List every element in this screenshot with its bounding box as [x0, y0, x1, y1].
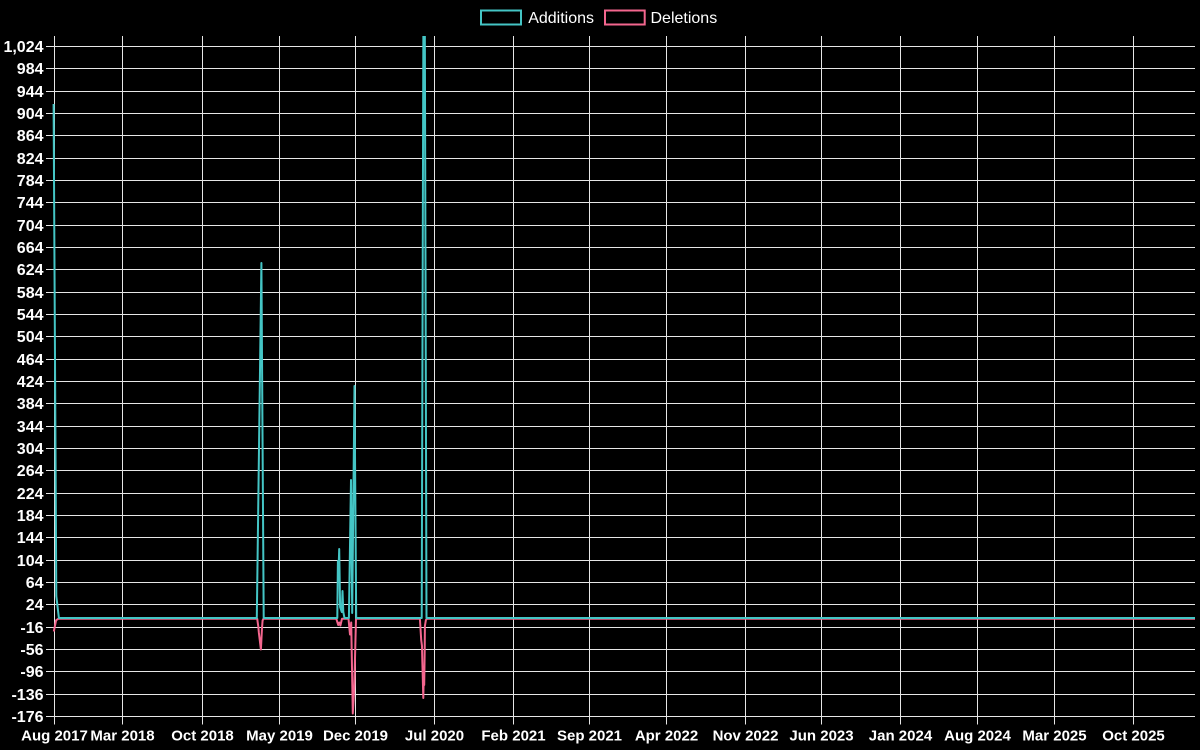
svg-text:584: 584	[17, 285, 44, 302]
svg-text:-136: -136	[11, 687, 43, 704]
svg-text:May 2019: May 2019	[246, 728, 313, 745]
svg-text:984: 984	[17, 61, 44, 78]
svg-text:Mar 2018: Mar 2018	[90, 728, 154, 745]
svg-text:624: 624	[17, 262, 44, 279]
svg-text:264: 264	[17, 463, 44, 480]
svg-text:Jun 2023: Jun 2023	[789, 728, 853, 745]
svg-text:424: 424	[17, 374, 44, 391]
svg-text:904: 904	[17, 106, 44, 123]
svg-text:944: 944	[17, 84, 44, 101]
svg-text:Apr 2022: Apr 2022	[635, 728, 698, 745]
svg-text:384: 384	[17, 396, 44, 413]
svg-text:464: 464	[17, 352, 44, 369]
svg-text:824: 824	[17, 151, 44, 168]
svg-text:544: 544	[17, 307, 44, 324]
svg-text:104: 104	[17, 553, 44, 570]
svg-text:64: 64	[26, 575, 44, 592]
svg-text:Mar 2025: Mar 2025	[1022, 728, 1086, 745]
svg-text:504: 504	[17, 329, 44, 346]
svg-text:-16: -16	[20, 620, 43, 637]
svg-text:224: 224	[17, 486, 44, 503]
svg-text:Oct 2018: Oct 2018	[171, 728, 234, 745]
svg-text:304: 304	[17, 441, 44, 458]
svg-text:704: 704	[17, 218, 44, 235]
svg-text:184: 184	[17, 508, 44, 525]
svg-text:Dec 2019: Dec 2019	[323, 728, 388, 745]
svg-text:Feb 2021: Feb 2021	[481, 728, 545, 745]
svg-text:Oct 2025: Oct 2025	[1102, 728, 1165, 745]
svg-text:784: 784	[17, 173, 44, 190]
svg-text:-176: -176	[11, 709, 43, 726]
svg-text:-96: -96	[20, 664, 43, 681]
svg-text:Aug 2017: Aug 2017	[21, 728, 88, 745]
svg-text:Jul 2020: Jul 2020	[405, 728, 464, 745]
svg-text:Deletions: Deletions	[651, 10, 718, 27]
svg-text:Jan 2024: Jan 2024	[869, 728, 933, 745]
svg-text:144: 144	[17, 530, 44, 547]
svg-text:744: 744	[17, 195, 44, 212]
svg-text:864: 864	[17, 128, 44, 145]
svg-text:Aug 2024: Aug 2024	[944, 728, 1011, 745]
svg-text:Nov 2022: Nov 2022	[713, 728, 779, 745]
svg-text:344: 344	[17, 419, 44, 436]
svg-text:-56: -56	[20, 642, 43, 659]
svg-text:Sep 2021: Sep 2021	[557, 728, 622, 745]
svg-text:1,024: 1,024	[3, 39, 43, 56]
svg-text:Additions: Additions	[528, 10, 594, 27]
svg-text:664: 664	[17, 240, 44, 257]
svg-text:24: 24	[26, 597, 44, 614]
